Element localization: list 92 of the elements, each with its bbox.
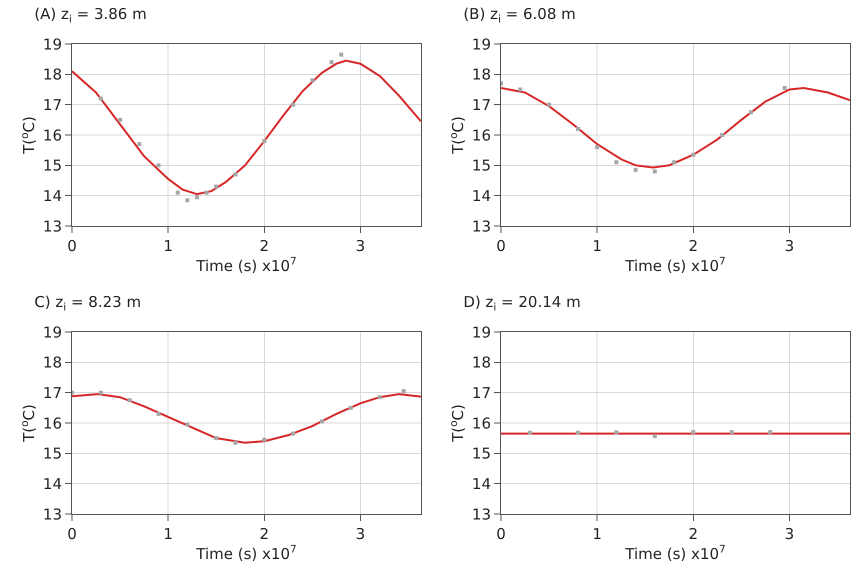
x-tick-label: 2	[688, 525, 698, 543]
x-tick-label: 0	[67, 237, 77, 255]
x-axis-title: Time (s) x10$^{7}$	[624, 544, 726, 563]
x-tick-label: 0	[496, 525, 506, 543]
y-tick-label: 14	[42, 474, 62, 493]
y-tick-label: 17	[472, 96, 491, 114]
point	[691, 152, 696, 157]
point	[320, 419, 324, 424]
y-tick-label: 13	[472, 505, 491, 524]
y-tick-label: 17	[42, 96, 62, 114]
x-tick-label: 2	[260, 525, 270, 543]
y-tick-label: 15	[42, 156, 62, 175]
x-tick-label: 1	[592, 237, 602, 255]
point	[262, 438, 266, 442]
y-tick-label: 14	[472, 474, 491, 493]
x-tick-label: 0	[496, 237, 506, 255]
point	[137, 142, 142, 146]
point	[185, 422, 190, 427]
point	[291, 432, 296, 436]
y-tick-label: 17	[472, 384, 491, 402]
x-tick-label: 2	[260, 237, 270, 255]
point	[214, 184, 218, 189]
x-tick-label: 1	[163, 525, 173, 543]
point	[748, 110, 753, 114]
point	[233, 440, 238, 445]
line-series	[501, 86, 850, 168]
point	[614, 160, 618, 164]
chart-title: (A) z$_{i}$ = 3.86 m	[34, 5, 147, 26]
y-tick-label: 14	[42, 186, 62, 205]
y-tick-label: 19	[42, 35, 62, 54]
point	[98, 96, 103, 101]
y-tick-label: 17	[42, 384, 62, 402]
point	[672, 160, 676, 164]
chart-title: C) z$_{i}$ = 8.23 m	[34, 293, 142, 314]
y-tick-label: 16	[42, 414, 62, 432]
x-tick-label: 1	[163, 237, 173, 255]
y-tick-label: 16	[472, 414, 491, 432]
point	[547, 102, 552, 107]
point	[348, 406, 353, 410]
point	[233, 172, 238, 176]
x-tick-label: 3	[356, 525, 366, 543]
y-tick-label: 19	[472, 35, 491, 54]
y-tick-label: 15	[472, 444, 491, 463]
point	[782, 86, 787, 90]
y-tick-label: 18	[472, 66, 491, 84]
x-axis-title: Time (s) x10$^{7}$	[195, 544, 297, 563]
point	[634, 168, 638, 172]
chart-title: (B) z$_{i}$ = 6.08 m	[463, 5, 576, 26]
x-tick-label: 0	[67, 525, 77, 543]
x-axis-title: Time (s) x10$^{7}$	[195, 256, 297, 275]
x-axis-title: Time (s) x10$^{7}$	[624, 256, 726, 275]
point	[204, 190, 209, 195]
point	[720, 133, 724, 137]
point	[194, 195, 199, 200]
point	[156, 163, 161, 168]
point	[176, 190, 180, 195]
x-tick-label: 1	[592, 525, 602, 543]
y-tick-label: 13	[472, 217, 491, 236]
x-tick-label: 3	[356, 237, 366, 255]
point	[402, 389, 406, 394]
y-tick-label: 19	[42, 323, 62, 342]
point	[330, 60, 334, 64]
y-tick-label: 18	[472, 354, 491, 372]
chart-title: D) z$_{i}$ = 20.14 m	[463, 293, 581, 314]
point	[128, 398, 132, 402]
y-tick-label: 15	[472, 156, 491, 175]
x-tick-label: 2	[688, 237, 698, 255]
point	[652, 169, 657, 174]
y-tick-label: 18	[42, 354, 62, 372]
point	[118, 118, 122, 122]
y-tick-label: 16	[472, 126, 491, 144]
point	[291, 102, 296, 107]
y-tick-label: 14	[472, 186, 491, 205]
point	[310, 78, 314, 82]
x-tick-label: 3	[784, 237, 794, 255]
y-tick-label: 16	[42, 126, 62, 144]
y-tick-label: 18	[42, 66, 62, 84]
point	[518, 88, 522, 92]
y-tick-label: 13	[42, 217, 62, 236]
y-tick-label: 13	[42, 505, 62, 524]
point	[214, 436, 218, 440]
x-tick-label: 3	[784, 525, 794, 543]
point	[156, 412, 161, 416]
y-tick-label: 15	[42, 444, 62, 463]
point	[98, 390, 103, 395]
point	[378, 395, 382, 400]
point	[185, 198, 190, 202]
point	[595, 145, 600, 150]
point	[339, 52, 344, 57]
point	[576, 126, 580, 131]
point	[262, 139, 266, 144]
y-tick-label: 19	[472, 323, 491, 342]
